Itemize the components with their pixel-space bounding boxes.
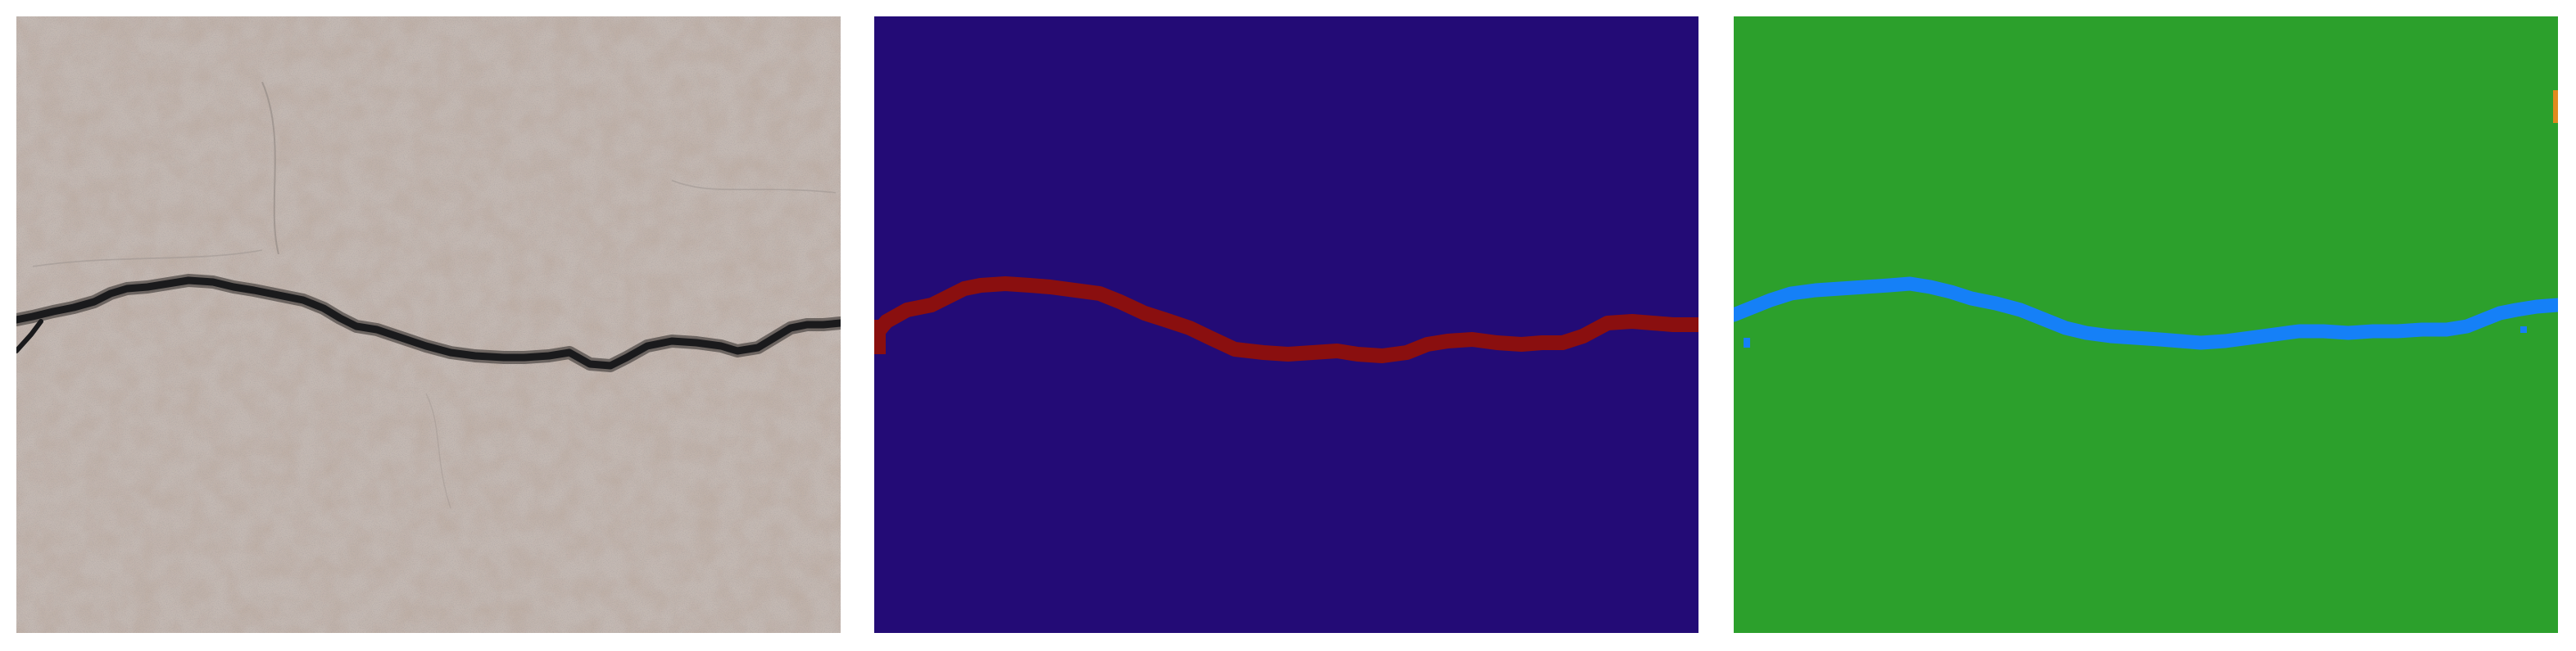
prediction-crack-region — [1734, 276, 2558, 350]
mask-crack-region — [874, 320, 886, 354]
prediction-crack-speck — [2520, 326, 2527, 333]
hairline-crack — [32, 249, 263, 267]
concrete-photo — [16, 16, 841, 633]
crack — [16, 276, 841, 370]
mask-crack-region — [874, 276, 1698, 363]
mask-background — [874, 16, 1698, 633]
crack-branch — [16, 319, 43, 353]
concrete-grain — [16, 16, 841, 633]
hairline-crack — [261, 81, 279, 255]
hairline-crack — [425, 393, 451, 509]
prediction-edge-speck — [2553, 90, 2558, 123]
prediction-mask — [1734, 16, 2558, 633]
hairline-crack — [671, 180, 837, 193]
ground-truth-mask — [874, 16, 1698, 633]
concrete-photo-panel — [16, 16, 841, 633]
prediction-mask-panel — [1734, 16, 2558, 633]
ground-truth-mask-panel — [874, 16, 1698, 633]
prediction-crack-speck — [1744, 338, 1750, 348]
